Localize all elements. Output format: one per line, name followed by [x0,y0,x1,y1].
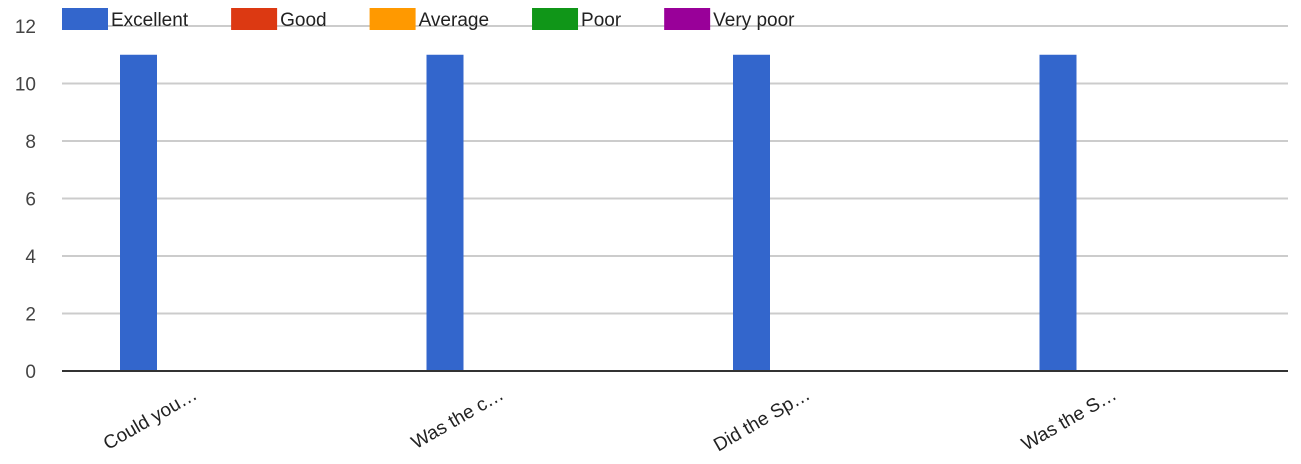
y-tick-label: 2 [25,305,36,326]
x-category-label: Could you… [100,384,201,454]
legend: Excellent Good Average Poor Very poor [62,8,795,31]
bars [120,54,1077,371]
y-tick-label: 6 [25,190,36,211]
y-axis-ticks: 0 2 4 6 8 10 12 [15,17,37,383]
legend-swatch [231,8,278,30]
x-category-label: Was the c… [408,384,507,454]
y-tick-label: 0 [25,362,36,383]
legend-label: Very poor [713,10,795,31]
legend-label: Excellent [111,10,189,31]
y-tick-label: 12 [15,17,36,38]
legend-swatch [532,8,579,30]
y-tick-label: 4 [25,247,36,268]
bar [426,54,464,371]
gridlines [62,25,1288,315]
legend-swatch [369,8,416,30]
legend-label: Good [280,10,326,31]
x-axis-categories: Could you… Was the c… Did the Sp… Was the S… [100,384,1121,456]
legend-label: Average [419,10,489,31]
legend-swatch [62,8,108,30]
y-tick-label: 10 [15,75,36,96]
legend-label: Poor [581,10,622,31]
x-category-label: Was the S… [1018,384,1120,455]
y-tick-label: 8 [25,132,36,153]
bar [733,54,770,371]
bar [1039,54,1077,371]
x-category-label: Did the Sp… [710,384,814,456]
legend-swatch [664,8,711,30]
bar [120,54,157,371]
